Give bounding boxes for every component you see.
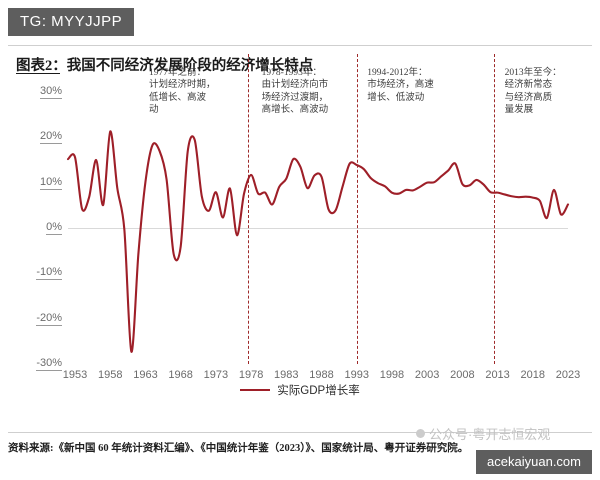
x-axis-tick: 2018 — [520, 369, 546, 381]
watermark-label: 公众号·粤开志恒宏观 — [429, 427, 551, 442]
x-axis-tick: 2023 — [555, 369, 581, 381]
x-axis-tick: 1993 — [344, 369, 369, 381]
phase-annotation: 1977年之前： 计划经济时期， 低增长、高波 动 — [148, 67, 216, 116]
page-title: 图表2：我国不同经济发展阶段的经济增长特点 — [16, 58, 314, 74]
x-axis-tick: 2008 — [450, 369, 475, 381]
legend-label-gdp-growth: 实际GDP增长率 — [277, 385, 360, 397]
phase-divider — [494, 54, 496, 364]
url-badge: acekaiyuan.com — [476, 450, 592, 474]
x-axis-tick: 1988 — [309, 369, 334, 381]
title-underline — [16, 73, 60, 74]
phase-divider — [247, 54, 249, 364]
x-axis-tick: 1958 — [98, 369, 123, 381]
tg-tag: TG: MYYJJPP — [8, 8, 135, 36]
tg-tag-label: TG: MYYJJPP — [20, 13, 123, 30]
x-axis-tick: 1963 — [133, 369, 158, 381]
y-axis-tick: -30% — [36, 357, 62, 371]
series-path — [66, 130, 570, 353]
figure-card: 图表2：我国不同经济发展阶段的经济增长特点 30% 20% 10% 0% -10% -20… — [8, 45, 592, 442]
source-note: 资料来源:《新中国 60 年统计资料汇编》、《中国统计年鉴（2023）》、国家统… — [8, 443, 469, 454]
chart-legend: 实际GDP增长率 — [8, 382, 592, 398]
y-axis-tick: 10% — [39, 175, 62, 190]
phase-annotation: 1978-1993年： 由计划经济向市 场经济过渡期， 高增长、高波动 — [261, 67, 329, 116]
x-axis-tick: 1968 — [168, 369, 193, 381]
x-axis-tick: 2003 — [414, 369, 440, 381]
legend-swatch-gdp-growth — [240, 388, 271, 392]
watermark-dot-icon — [416, 429, 425, 438]
y-axis-tick: -20% — [36, 311, 62, 326]
y-axis-tick: 20% — [39, 130, 62, 145]
gdp-growth-line — [66, 130, 570, 353]
chart-plot-area: 30% 20% 10% 0% -10% -20% -30% 1953 1958 1963 1968… — [36, 54, 580, 381]
watermark: 公众号·粤开志恒宏观 — [416, 424, 550, 443]
x-axis-tick: 1953 — [62, 369, 88, 381]
phase-annotation: 1994-2012年： 市场经济，高速 增长、低波动 — [367, 67, 434, 103]
x-axis-tick: 1978 — [238, 369, 264, 381]
x-axis-tick: 2013 — [485, 369, 510, 381]
phase-annotation: 2013年至今： 经济新常态 与经济高质 量发展 — [504, 67, 562, 116]
phase-divider — [356, 54, 358, 364]
y-axis-tick: -10% — [36, 266, 62, 281]
url-badge-label: acekaiyuan.com — [487, 454, 581, 469]
x-axis-tick: 1998 — [379, 369, 405, 381]
x-axis-tick: 1973 — [203, 369, 229, 381]
y-axis-tick: 0% — [46, 221, 62, 235]
y-axis-tick: 30% — [39, 85, 62, 99]
x-axis-tick: 1983 — [274, 369, 299, 381]
zero-baseline — [68, 228, 568, 229]
